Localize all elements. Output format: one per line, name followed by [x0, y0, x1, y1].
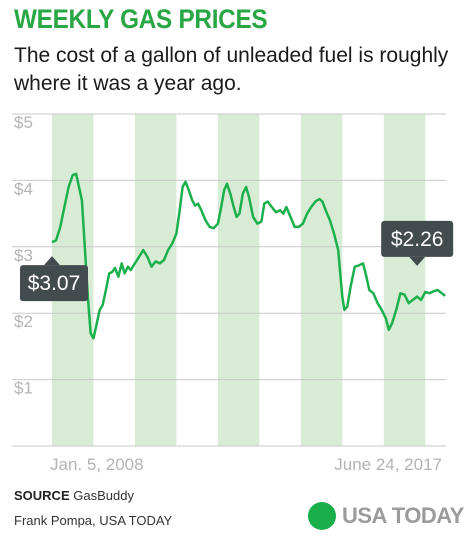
year-band-2016	[383, 114, 426, 446]
source-label: SOURCE	[14, 488, 70, 503]
y-tick-label: $1	[14, 379, 33, 398]
end-callout-label: $2.26	[391, 228, 444, 251]
year-bands	[52, 114, 426, 446]
start-price-callout: $3.07	[20, 256, 88, 302]
credit-line: Frank Pompa, USA TODAY	[14, 513, 173, 528]
end-callout-pointer	[409, 256, 426, 266]
x-start-label: Jan. 5, 2008	[50, 455, 144, 474]
y-tick-label: $5	[14, 113, 33, 132]
year-band-2012	[217, 114, 260, 446]
y-tick-labels: $1 $2 $3 $4 $5	[14, 113, 33, 398]
y-tick-label: $4	[14, 179, 33, 198]
start-callout-box	[20, 265, 88, 302]
start-callout-label: $3.07	[28, 272, 81, 295]
source-name: GasBuddy	[73, 488, 134, 503]
y-tick-label: $3	[14, 246, 33, 265]
chart-subtitle: The cost of a gallon of unleaded fuel is…	[14, 44, 449, 95]
end-callout-box	[381, 220, 454, 257]
source-line: SOURCE GasBuddy	[14, 488, 134, 503]
year-band-2014	[300, 114, 343, 446]
usa-today-logo-text: USA TODAY	[342, 503, 464, 528]
start-callout-pointer	[44, 256, 60, 266]
gas-price-line-chart: $1 $2 $3 $4 $5 $3.07 $2.26 Jan. 5, 2008 June…	[12, 113, 454, 474]
y-tick-label: $2	[14, 312, 33, 331]
chart-title: WEEKLY GAS PRICES	[14, 4, 268, 34]
price-line	[51, 172, 446, 340]
gridlines	[12, 113, 446, 447]
end-price-callout: $2.26	[381, 220, 454, 266]
x-end-label: June 24, 2017	[334, 455, 442, 474]
usa-today-logo-dot	[308, 502, 336, 530]
year-band-2010	[134, 114, 177, 446]
